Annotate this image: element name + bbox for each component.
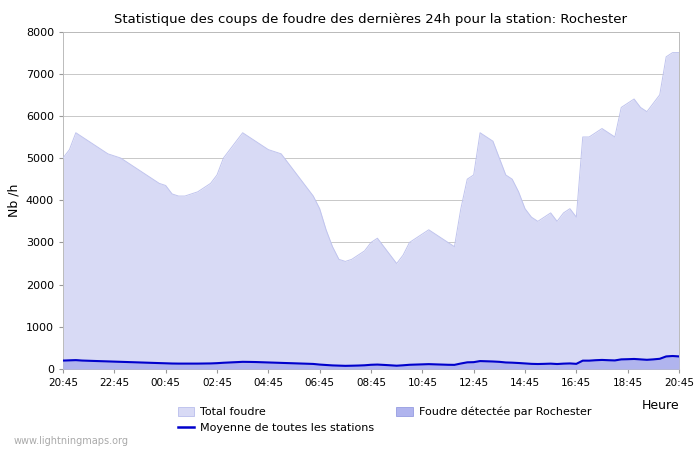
Text: www.lightningmaps.org: www.lightningmaps.org: [14, 436, 129, 446]
Legend: Total foudre, Moyenne de toutes les stations, Foudre détectée par Rochester: Total foudre, Moyenne de toutes les stat…: [174, 402, 596, 438]
Y-axis label: Nb /h: Nb /h: [7, 184, 20, 217]
Title: Statistique des coups de foudre des dernières 24h pour la station: Rochester: Statistique des coups de foudre des dern…: [115, 13, 627, 26]
Text: Heure: Heure: [641, 400, 679, 412]
